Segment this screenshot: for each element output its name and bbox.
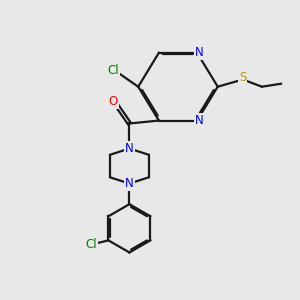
Text: S: S (239, 71, 246, 84)
Text: N: N (195, 46, 204, 59)
Text: Cl: Cl (107, 64, 119, 77)
Text: Cl: Cl (85, 238, 97, 251)
Text: O: O (109, 95, 118, 108)
Text: N: N (125, 142, 134, 155)
Text: N: N (125, 177, 134, 190)
Text: N: N (195, 114, 204, 127)
